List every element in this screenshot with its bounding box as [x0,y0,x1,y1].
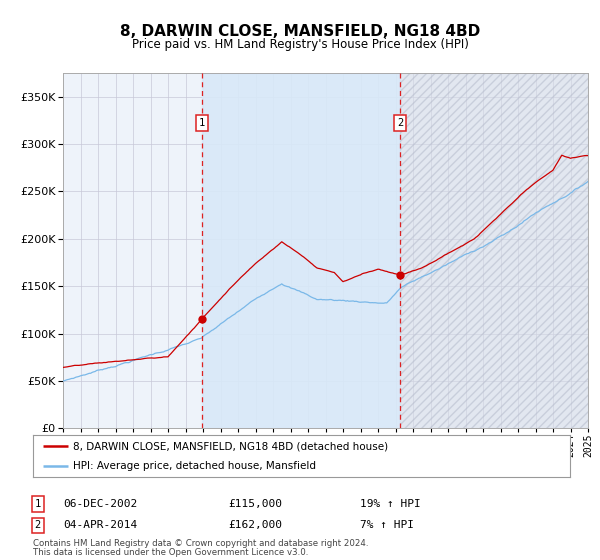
Text: 1: 1 [199,118,205,128]
Text: 1: 1 [35,499,41,509]
Text: This data is licensed under the Open Government Licence v3.0.: This data is licensed under the Open Gov… [33,548,308,557]
Text: £162,000: £162,000 [228,520,282,530]
Text: 2: 2 [35,520,41,530]
Text: 06-DEC-2002: 06-DEC-2002 [63,499,137,509]
Text: 04-APR-2014: 04-APR-2014 [63,520,137,530]
Text: Contains HM Land Registry data © Crown copyright and database right 2024.: Contains HM Land Registry data © Crown c… [33,539,368,548]
Text: HPI: Average price, detached house, Mansfield: HPI: Average price, detached house, Mans… [73,461,316,471]
Text: 2: 2 [397,118,404,128]
Bar [202,73,400,428]
Text: £115,000: £115,000 [228,499,282,509]
Text: 7% ↑ HPI: 7% ↑ HPI [360,520,414,530]
Text: 19% ↑ HPI: 19% ↑ HPI [360,499,421,509]
Text: 8, DARWIN CLOSE, MANSFIELD, NG18 4BD (detached house): 8, DARWIN CLOSE, MANSFIELD, NG18 4BD (de… [73,441,388,451]
Bar [400,73,588,428]
Text: 8, DARWIN CLOSE, MANSFIELD, NG18 4BD: 8, DARWIN CLOSE, MANSFIELD, NG18 4BD [120,24,480,39]
Text: Price paid vs. HM Land Registry's House Price Index (HPI): Price paid vs. HM Land Registry's House … [131,38,469,50]
Bar [400,73,588,428]
